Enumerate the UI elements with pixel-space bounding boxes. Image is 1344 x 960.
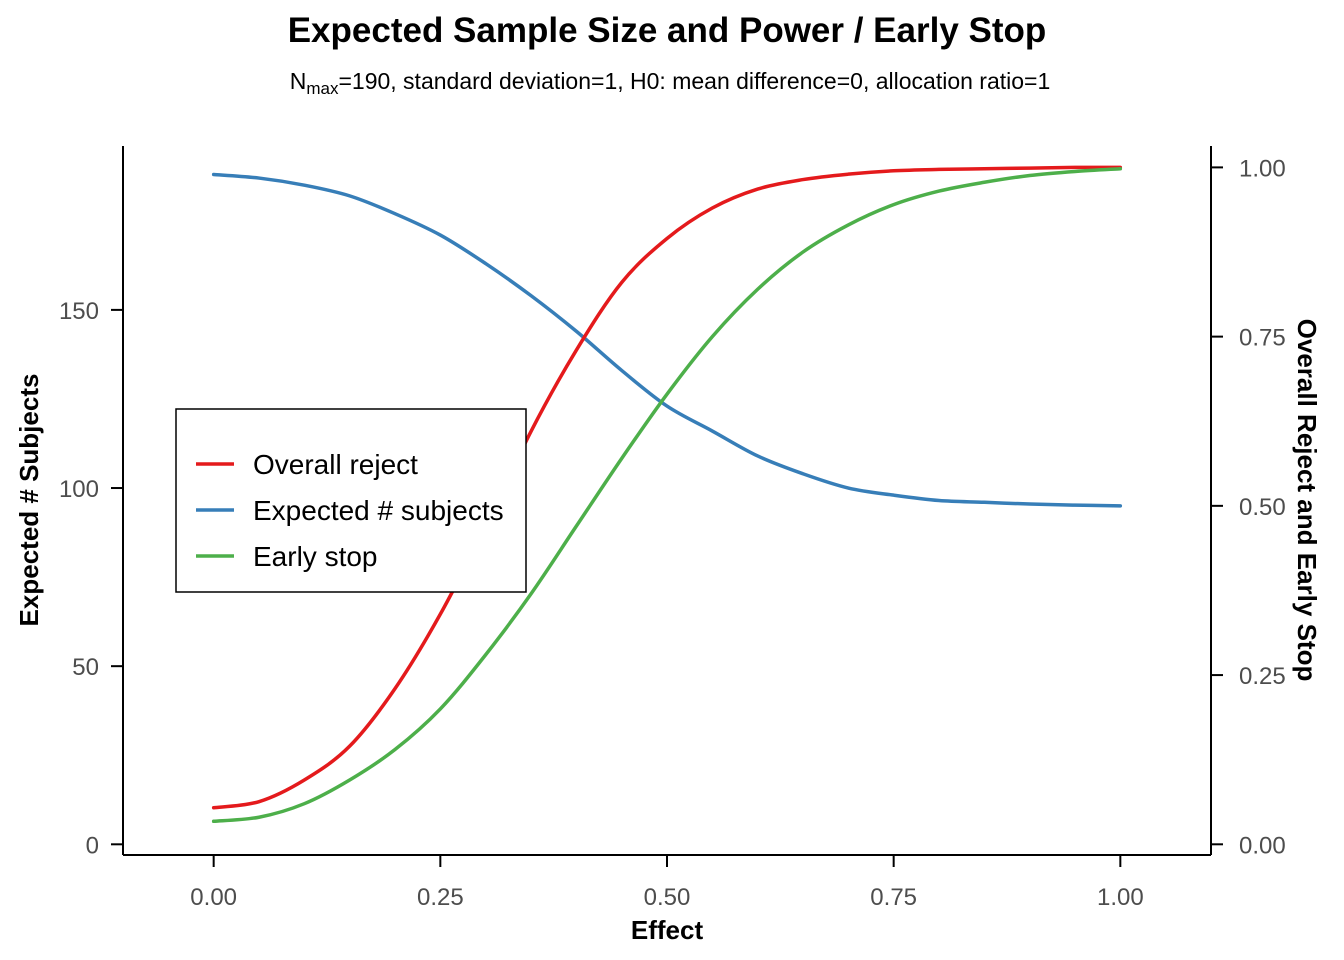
series-line-expected-subjects: [211, 172, 1123, 508]
y-right-tick-label: 0.75: [1239, 325, 1286, 352]
legend-box: [175, 408, 527, 593]
y-right-tick-label: 0.50: [1239, 494, 1286, 521]
y-right-tick-label: 0.00: [1239, 832, 1286, 859]
y-right-tick-label: 0.25: [1239, 663, 1286, 690]
legend-label: Overall reject: [253, 449, 418, 480]
x-tick-label: 0.00: [190, 884, 237, 911]
legend-label: Early stop: [253, 541, 378, 572]
y-left-tick-label: 0: [86, 832, 99, 859]
legend-label: Expected # subjects: [253, 495, 504, 526]
subtitle-prefix: N: [290, 68, 307, 94]
x-tick-label: 1.00: [1097, 884, 1144, 911]
chart-title: Expected Sample Size and Power / Early S…: [288, 11, 1047, 50]
subtitle-subscript: max: [306, 79, 339, 98]
y-left-tick-label: 150: [59, 298, 99, 325]
y-axis-title-right: Overall Reject and Early Stop: [1292, 319, 1322, 682]
series-line-early-stop: [211, 166, 1123, 824]
x-tick-label: 0.25: [417, 884, 464, 911]
series-line-overall-reject: [211, 165, 1123, 810]
y-left-tick-label: 100: [59, 476, 99, 503]
y-left-tick-label: 50: [72, 654, 99, 681]
chart-subtitle: Nmax=190, standard deviation=1, H0: mean…: [290, 68, 1051, 98]
series-layer: [211, 165, 1123, 824]
x-tick-label: 0.75: [870, 884, 917, 911]
legend: Overall reject Expected # subjects Early s…: [175, 408, 527, 593]
subtitle-rest: =190, standard deviation=1, H0: mean dif…: [338, 68, 1050, 94]
axes: 0.00 0.25 0.50 0.75 1.00 0 50 100 150 0.00 0.25 0.5…: [59, 146, 1286, 911]
y-axis-title-left: Expected # Subjects: [14, 374, 44, 627]
x-axis-title: Effect: [631, 915, 704, 945]
x-tick-label: 0.50: [644, 884, 691, 911]
y-right-tick-label: 1.00: [1239, 155, 1286, 182]
legend-items: Overall reject Expected # subjects Early s…: [196, 449, 504, 572]
